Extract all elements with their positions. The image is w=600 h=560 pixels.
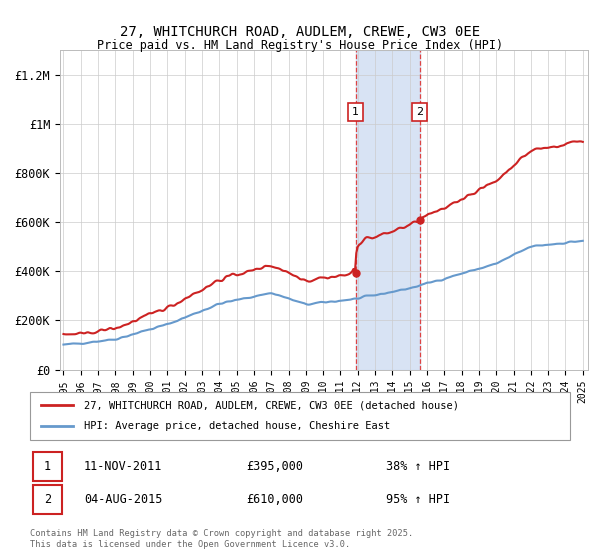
Text: 95% ↑ HPI: 95% ↑ HPI <box>386 493 451 506</box>
FancyBboxPatch shape <box>33 485 62 514</box>
Text: £610,000: £610,000 <box>246 493 303 506</box>
Text: 27, WHITCHURCH ROAD, AUDLEM, CREWE, CW3 0EE: 27, WHITCHURCH ROAD, AUDLEM, CREWE, CW3 … <box>120 25 480 39</box>
Text: 2: 2 <box>44 493 51 506</box>
Text: £395,000: £395,000 <box>246 460 303 473</box>
FancyBboxPatch shape <box>33 451 62 480</box>
Text: 11-NOV-2011: 11-NOV-2011 <box>84 460 163 473</box>
Text: Contains HM Land Registry data © Crown copyright and database right 2025.
This d: Contains HM Land Registry data © Crown c… <box>30 529 413 549</box>
Bar <box>356 50 420 370</box>
Text: 1: 1 <box>352 107 359 117</box>
Text: 1: 1 <box>44 460 51 473</box>
Text: HPI: Average price, detached house, Cheshire East: HPI: Average price, detached house, Ches… <box>84 421 390 431</box>
Text: 38% ↑ HPI: 38% ↑ HPI <box>386 460 451 473</box>
Text: 27, WHITCHURCH ROAD, AUDLEM, CREWE, CW3 0EE (detached house): 27, WHITCHURCH ROAD, AUDLEM, CREWE, CW3 … <box>84 400 459 410</box>
Text: 04-AUG-2015: 04-AUG-2015 <box>84 493 163 506</box>
FancyBboxPatch shape <box>30 392 570 440</box>
Text: 2: 2 <box>416 107 423 117</box>
Text: Price paid vs. HM Land Registry's House Price Index (HPI): Price paid vs. HM Land Registry's House … <box>97 39 503 52</box>
